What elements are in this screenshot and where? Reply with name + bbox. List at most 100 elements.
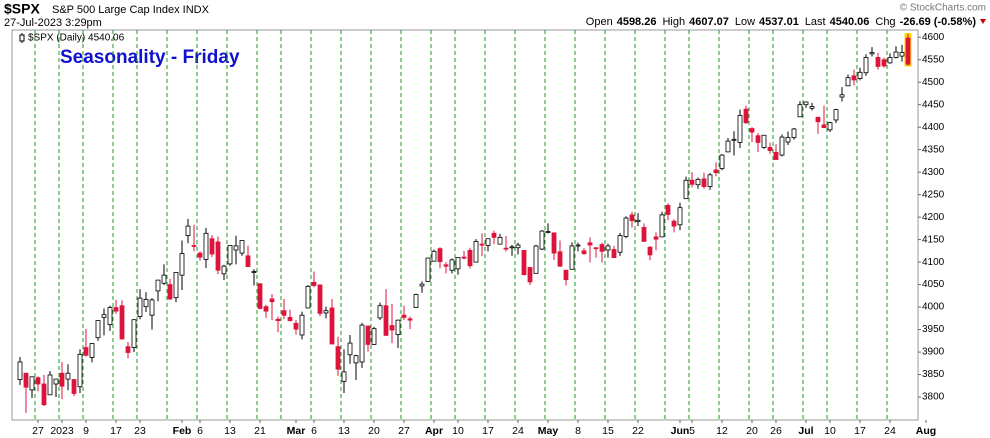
y-tick-label: 4000 — [922, 302, 945, 313]
candle-body — [317, 284, 323, 314]
x-tick-label: 6 — [311, 425, 317, 437]
y-tick-label: 4300 — [922, 167, 945, 178]
quote-label: Low — [735, 16, 755, 28]
candle-body — [293, 322, 299, 330]
y-tick-label: 3850 — [922, 369, 945, 380]
candle-body — [845, 77, 851, 87]
candle-body — [41, 383, 47, 406]
x-tick-label: 27 — [398, 425, 410, 437]
candle-body — [791, 128, 797, 138]
candle-body — [239, 240, 245, 254]
candle-body — [689, 179, 695, 185]
candle-body — [773, 151, 779, 160]
candle-body — [119, 305, 125, 340]
candle-body — [749, 128, 755, 133]
legend: $SPX (Daily) 4540.06 — [19, 33, 125, 44]
candle-body — [353, 355, 359, 364]
candle-body — [113, 307, 119, 312]
candle-body — [89, 343, 95, 358]
candle-body — [155, 279, 161, 292]
candle-body — [197, 252, 203, 258]
x-tick-label: Mar — [287, 425, 306, 437]
candle-body — [83, 347, 89, 356]
candle-body — [617, 235, 623, 253]
candle-body — [875, 57, 881, 67]
x-tick-label: 27 — [32, 425, 44, 437]
candle-body — [899, 52, 905, 57]
candle-body — [227, 245, 233, 265]
candle-body — [815, 116, 821, 123]
x-tick-label: 10 — [824, 425, 836, 437]
symbol-name: S&P 500 Large Cap Index INDX — [52, 4, 210, 16]
candle-body — [161, 274, 167, 284]
candle-body — [275, 318, 281, 321]
y-tick-label: 4550 — [922, 54, 945, 65]
candle-body — [509, 246, 515, 249]
x-tick-label: 23 — [134, 425, 146, 437]
quote-label: Open — [586, 16, 613, 28]
candle-body — [581, 250, 587, 254]
candle-body — [671, 220, 677, 227]
legend-text: $SPX (Daily) 4540.06 — [28, 33, 125, 44]
quote-value: 4598.26 — [617, 16, 657, 28]
candle-body — [521, 250, 527, 276]
candle-body — [701, 178, 707, 187]
candle-body — [311, 281, 317, 286]
candle-body — [827, 122, 833, 131]
candle-body — [131, 319, 137, 348]
candle-body — [167, 284, 173, 300]
x-tick-label: 10 — [452, 425, 464, 437]
candle-body — [887, 57, 893, 64]
candle-body — [593, 247, 599, 250]
candle-body — [383, 305, 389, 336]
candle-body — [419, 283, 425, 287]
candle-body — [731, 138, 737, 141]
candle-body — [17, 361, 23, 380]
candle-body — [755, 135, 761, 143]
candle-body — [761, 134, 767, 148]
candle-body — [485, 238, 491, 246]
candle-body — [143, 299, 149, 308]
candle-body — [905, 37, 911, 65]
quote-label: High — [662, 16, 685, 28]
candle-body — [269, 298, 275, 303]
candle-body — [893, 51, 899, 58]
y-tick-label: 4400 — [922, 122, 945, 133]
candle-body — [407, 318, 413, 321]
x-tick-label: 26 — [770, 425, 782, 437]
candle-body — [725, 140, 731, 153]
candle-body — [425, 257, 431, 282]
y-tick-label: 3900 — [922, 347, 945, 358]
candle-body — [323, 310, 329, 314]
candle-body — [443, 264, 449, 267]
candle-body — [659, 214, 665, 238]
candle-body — [377, 305, 383, 319]
candle-body — [647, 246, 653, 256]
candle-body — [857, 71, 863, 79]
candle-body — [431, 250, 437, 262]
x-tick-label: 24 — [512, 425, 524, 437]
quote-value: 4540.06 — [830, 16, 870, 28]
y-tick-label: 3800 — [922, 392, 945, 403]
candle-body — [395, 319, 401, 335]
candle-body — [527, 267, 533, 283]
candle-body — [797, 104, 803, 118]
candle-body — [569, 245, 575, 270]
candle-body — [479, 243, 485, 246]
candle-body — [101, 314, 107, 318]
quote-value: 4537.01 — [759, 16, 799, 28]
x-tick-label: 15 — [602, 425, 614, 437]
candle-body — [203, 232, 209, 260]
candle-body — [665, 205, 671, 215]
candle-body — [881, 59, 887, 67]
candle-body — [605, 245, 611, 251]
x-tick-label: 5 — [689, 425, 695, 437]
candle-body — [629, 214, 635, 222]
quote: Open 4598.26 High 4607.07 Low 4537.01 Last 4540… — [586, 16, 977, 28]
candle-body — [53, 378, 59, 385]
x-tick-label: 12 — [716, 425, 728, 437]
symbol: $SPX — [4, 1, 40, 17]
candle-body — [329, 307, 335, 345]
quote-label: Last — [805, 16, 826, 28]
chart-title: Seasonality - Friday — [60, 47, 240, 68]
